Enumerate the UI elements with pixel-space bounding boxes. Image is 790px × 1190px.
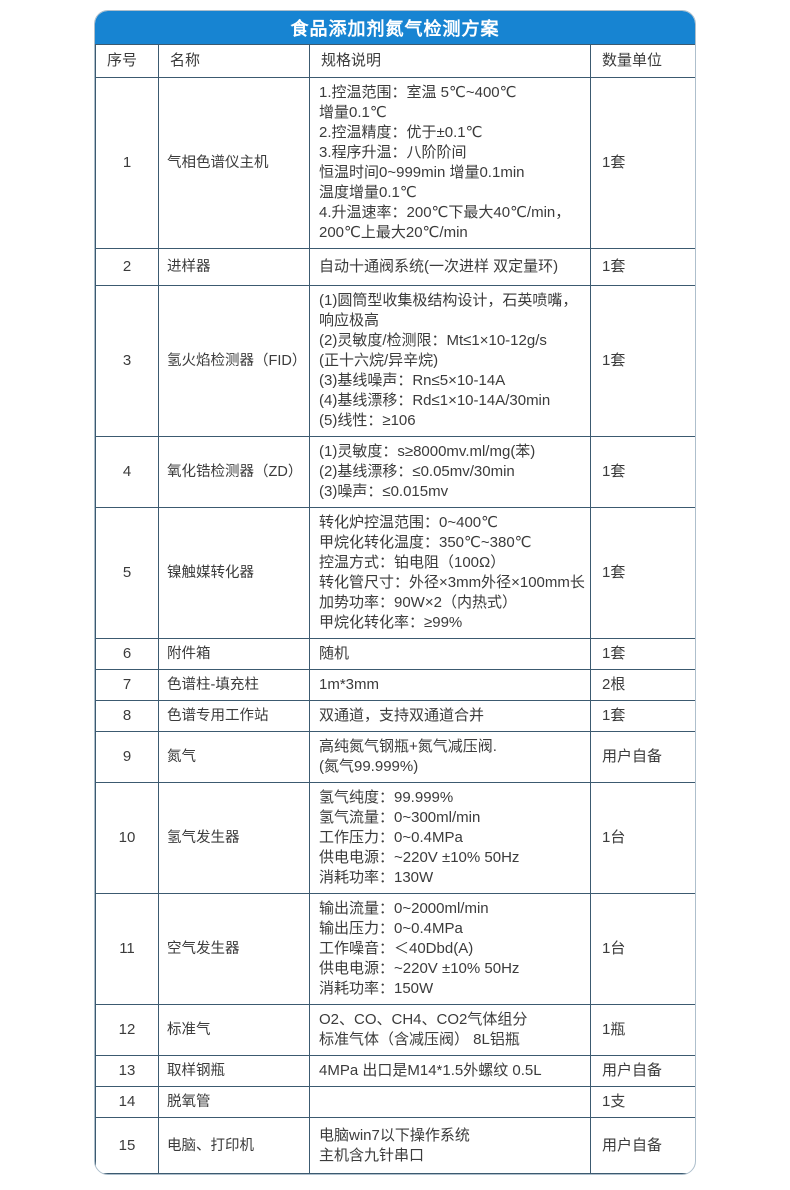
item-name-cell: 附件箱 xyxy=(158,638,310,670)
col-header-no: 序号 xyxy=(95,44,159,78)
item-spec-cell: 1m*3mm xyxy=(309,669,591,701)
row-number-cell: 8 xyxy=(95,700,159,732)
table-row: 2 进样器 自动十通阀系统(一次进样 双定量环) 1套 xyxy=(95,248,695,286)
item-spec-cell: (1)圆筒型收集极结构设计，石英喷嘴， 响应极高 (2)灵敏度/检测限：Mt≤1… xyxy=(309,285,591,437)
table-row: 6 附件箱 随机 1套 xyxy=(95,638,695,670)
table-row: 8 色谱专用工作站 双通道，支持双通道合并 1套 xyxy=(95,700,695,732)
row-number-cell: 9 xyxy=(95,731,159,783)
table-row: 7 色谱柱-填充柱 1m*3mm 2根 xyxy=(95,669,695,701)
item-spec-cell: O2、CO、CH4、CO2气体组分 标准气体（含减压阀） 8L铝瓶 xyxy=(309,1004,591,1056)
table-row: 12 标准气 O2、CO、CH4、CO2气体组分 标准气体（含减压阀） 8L铝瓶… xyxy=(95,1004,695,1056)
row-number-cell: 12 xyxy=(95,1004,159,1056)
item-spec-cell: 1.控温范围：室温 5℃~400℃ 增量0.1℃ 2.控温精度：优于±0.1℃ … xyxy=(309,77,591,249)
item-spec-cell: 4MPa 出口是M14*1.5外螺纹 0.5L xyxy=(309,1055,591,1087)
item-name-cell: 镍触媒转化器 xyxy=(158,507,310,639)
table-row: 11 空气发生器 输出流量：0~2000ml/min 输出压力：0~0.4MPa… xyxy=(95,893,695,1005)
item-qty-cell: 用户自备 xyxy=(590,731,695,783)
item-spec-cell: 输出流量：0~2000ml/min 输出压力：0~0.4MPa 工作噪音：＜40… xyxy=(309,893,591,1005)
item-spec-cell xyxy=(309,1086,591,1118)
item-name-cell: 色谱专用工作站 xyxy=(158,700,310,732)
table-row: 13 取样钢瓶 4MPa 出口是M14*1.5外螺纹 0.5L 用户自备 xyxy=(95,1055,695,1087)
item-qty-cell: 1套 xyxy=(590,638,695,670)
item-spec-cell: (1)灵敏度：s≥8000mv.ml/mg(苯) (2)基线漂移：≤0.05mv… xyxy=(309,436,591,508)
table-row: 15 电脑、打印机 电脑win7以下操作系统 主机含九针串口 用户自备 xyxy=(95,1117,695,1174)
col-header-name: 名称 xyxy=(158,44,310,78)
item-spec-cell: 电脑win7以下操作系统 主机含九针串口 xyxy=(309,1117,591,1174)
table-row: 10 氢气发生器 氢气纯度：99.999% 氢气流量：0~300ml/min 工… xyxy=(95,782,695,894)
item-qty-cell: 1套 xyxy=(590,700,695,732)
item-name-cell: 进样器 xyxy=(158,248,310,286)
item-spec-cell: 高纯氮气钢瓶+氮气减压阀. (氮气99.999%) xyxy=(309,731,591,783)
table-row: 5 镍触媒转化器 转化炉控温范围：0~400℃ 甲烷化转化温度：350℃~380… xyxy=(95,507,695,639)
item-name-cell: 气相色谱仪主机 xyxy=(158,77,310,249)
row-number-cell: 7 xyxy=(95,669,159,701)
table-row: 4 氧化锆检测器（ZD） (1)灵敏度：s≥8000mv.ml/mg(苯) (2… xyxy=(95,436,695,508)
item-qty-cell: 1套 xyxy=(590,285,695,437)
table-row: 3 氢火焰检测器（FID） (1)圆筒型收集极结构设计，石英喷嘴， 响应极高 (… xyxy=(95,285,695,437)
item-qty-cell: 1台 xyxy=(590,782,695,894)
row-number-cell: 10 xyxy=(95,782,159,894)
item-name-cell: 标准气 xyxy=(158,1004,310,1056)
spec-sheet-card: 食品添加剂氮气检测方案 序号 名称 规格说明 数量单位 1 气相色谱仪主机 1.… xyxy=(94,10,696,1175)
col-header-spec: 规格说明 xyxy=(309,44,591,78)
item-name-cell: 色谱柱-填充柱 xyxy=(158,669,310,701)
table-header-row: 序号 名称 规格说明 数量单位 xyxy=(95,44,695,78)
item-qty-cell: 1套 xyxy=(590,436,695,508)
row-number-cell: 3 xyxy=(95,285,159,437)
table-row: 1 气相色谱仪主机 1.控温范围：室温 5℃~400℃ 增量0.1℃ 2.控温精… xyxy=(95,77,695,249)
item-qty-cell: 1支 xyxy=(590,1086,695,1118)
item-qty-cell: 1套 xyxy=(590,507,695,639)
item-spec-cell: 随机 xyxy=(309,638,591,670)
item-name-cell: 氢气发生器 xyxy=(158,782,310,894)
item-qty-cell: 1套 xyxy=(590,248,695,286)
item-spec-cell: 自动十通阀系统(一次进样 双定量环) xyxy=(309,248,591,286)
item-name-cell: 氧化锆检测器（ZD） xyxy=(158,436,310,508)
item-qty-cell: 用户自备 xyxy=(590,1117,695,1174)
item-qty-cell: 1套 xyxy=(590,77,695,249)
row-number-cell: 6 xyxy=(95,638,159,670)
item-spec-cell: 双通道，支持双通道合并 xyxy=(309,700,591,732)
row-number-cell: 2 xyxy=(95,248,159,286)
row-number-cell: 4 xyxy=(95,436,159,508)
item-qty-cell: 1台 xyxy=(590,893,695,1005)
row-number-cell: 11 xyxy=(95,893,159,1005)
item-qty-cell: 2根 xyxy=(590,669,695,701)
row-number-cell: 5 xyxy=(95,507,159,639)
item-name-cell: 氮气 xyxy=(158,731,310,783)
title-bar: 食品添加剂氮气检测方案 xyxy=(95,11,695,44)
row-number-cell: 1 xyxy=(95,77,159,249)
row-number-cell: 15 xyxy=(95,1117,159,1174)
item-name-cell: 电脑、打印机 xyxy=(158,1117,310,1174)
item-name-cell: 氢火焰检测器（FID） xyxy=(158,285,310,437)
spec-table: 序号 名称 规格说明 数量单位 1 气相色谱仪主机 1.控温范围：室温 5℃~4… xyxy=(95,44,695,1174)
item-spec-cell: 氢气纯度：99.999% 氢气流量：0~300ml/min 工作压力：0~0.4… xyxy=(309,782,591,894)
page-title: 食品添加剂氮气检测方案 xyxy=(290,18,500,39)
row-number-cell: 14 xyxy=(95,1086,159,1118)
row-number-cell: 13 xyxy=(95,1055,159,1087)
col-header-qty: 数量单位 xyxy=(590,44,695,78)
item-name-cell: 脱氧管 xyxy=(158,1086,310,1118)
item-name-cell: 取样钢瓶 xyxy=(158,1055,310,1087)
item-qty-cell: 1瓶 xyxy=(590,1004,695,1056)
item-qty-cell: 用户自备 xyxy=(590,1055,695,1087)
item-name-cell: 空气发生器 xyxy=(158,893,310,1005)
table-row: 14 脱氧管 1支 xyxy=(95,1086,695,1118)
item-spec-cell: 转化炉控温范围：0~400℃ 甲烷化转化温度：350℃~380℃ 控温方式：铂电… xyxy=(309,507,591,639)
table-row: 9 氮气 高纯氮气钢瓶+氮气减压阀. (氮气99.999%) 用户自备 xyxy=(95,731,695,783)
